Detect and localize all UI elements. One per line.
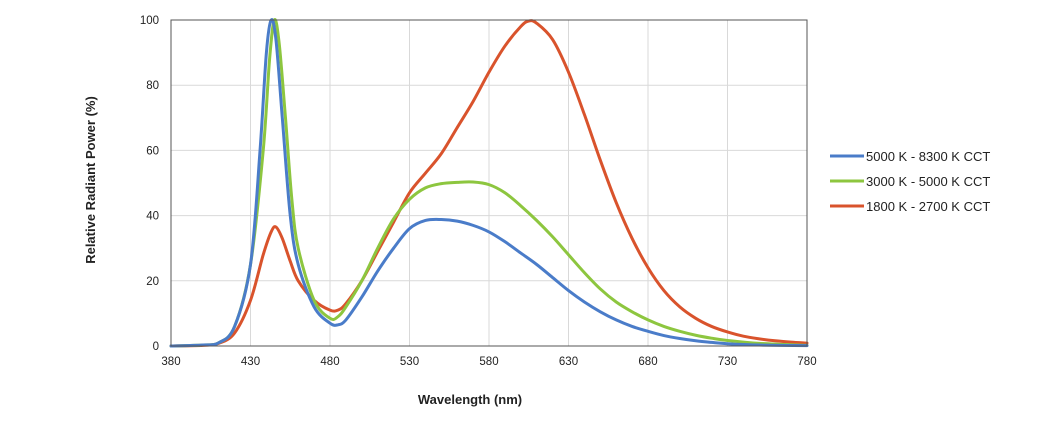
y-axis-title: Relative Radiant Power (%): [83, 96, 98, 264]
series-line-2: [169, 18, 809, 348]
y-tick-label: 20: [146, 276, 159, 288]
x-tick-label: 480: [320, 356, 339, 368]
gridlines: [171, 20, 807, 346]
y-tick-label: 60: [146, 145, 159, 157]
x-axis-title: Wavelength (nm): [418, 392, 522, 407]
y-tick-label: 40: [146, 211, 159, 223]
legend-label: 3000 K - 5000 K CCT: [866, 174, 990, 189]
x-tick-label: 780: [797, 356, 816, 368]
series-line-3: [169, 19, 809, 348]
y-tick-label: 100: [140, 15, 159, 27]
legend-label: 5000 K - 8300 K CCT: [866, 149, 990, 164]
legend: 5000 K - 8300 K CCT 3000 K - 5000 K CCT 18…: [830, 149, 990, 214]
x-tick-label: 380: [161, 356, 180, 368]
legend-label: 1800 K - 2700 K CCT: [866, 199, 990, 214]
y-tick-label: 0: [153, 341, 159, 353]
plot-border: [170, 19, 808, 347]
series-lines: [169, 18, 809, 348]
x-tick-label: 430: [241, 356, 260, 368]
y-axis-ticks: 0 20 40 60 80 100: [140, 15, 159, 353]
x-tick-label: 530: [400, 356, 419, 368]
x-tick-label: 580: [479, 356, 498, 368]
x-tick-label: 680: [638, 356, 657, 368]
series-line-1: [169, 18, 809, 348]
x-tick-label: 630: [559, 356, 578, 368]
x-axis-ticks: 380 430 480 530 580 630 680 730 780: [161, 356, 816, 368]
y-tick-label: 80: [146, 80, 159, 92]
x-tick-label: 730: [718, 356, 737, 368]
